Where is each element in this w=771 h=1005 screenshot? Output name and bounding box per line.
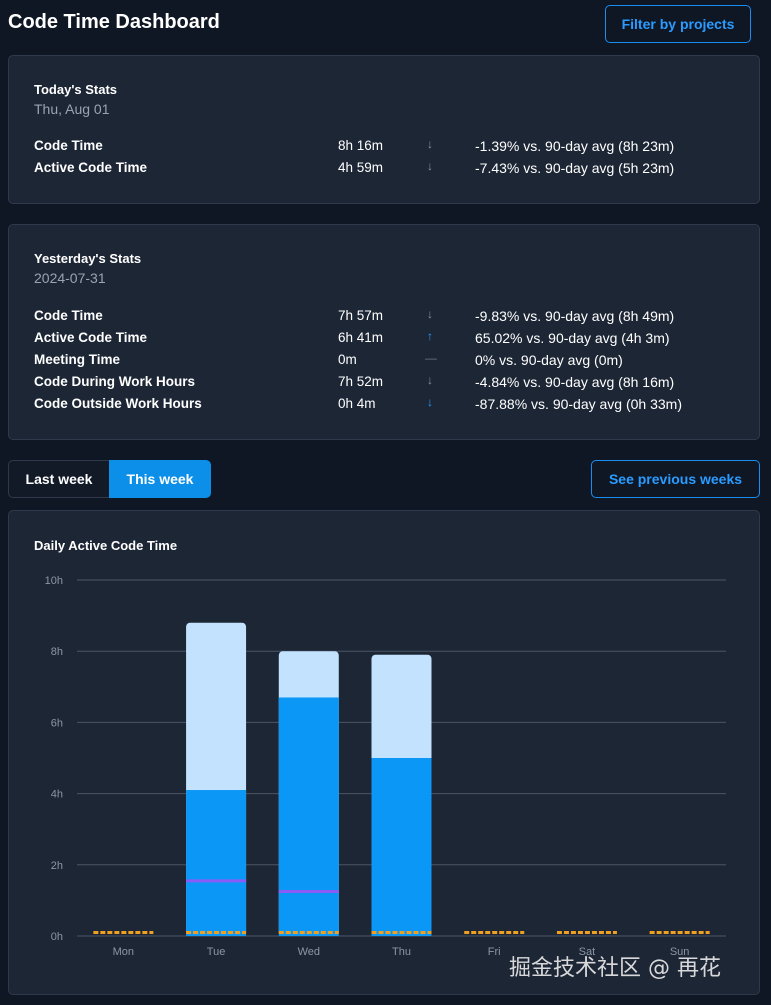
stat-value: 7h 52m: [338, 374, 384, 389]
stat-value: 8h 16m: [338, 138, 384, 153]
dash-icon: —: [425, 351, 437, 365]
arrow-down-icon: ↓: [427, 395, 433, 409]
dashboard-header: Code Time Dashboard: [8, 0, 763, 48]
x-tick-label: Fri: [488, 946, 501, 958]
stat-value: 0m: [338, 352, 357, 367]
daily-active-code-time-chart: 0h 2h 4h 6h 8h 10h Mon Tue Wed Thu Fri Sat Sun: [45, 575, 726, 958]
stat-label: Code During Work Hours: [34, 374, 196, 389]
arrow-down-icon: ↓: [427, 159, 433, 173]
x-tick-label: Wed: [298, 946, 320, 958]
stat-comparison: -7.43% vs. 90-day avg (5h 23m): [475, 160, 675, 176]
stat-value: 7h 57m: [338, 308, 384, 323]
chart-title: Daily Active Code Time: [34, 538, 178, 553]
week-toggle: Last week This week: [8, 460, 211, 498]
watermark-text: 掘金技术社区 @ 再花: [509, 956, 721, 981]
stat-row-code-outside-work-hours: Code Outside Work Hours 0h 4m ↓ -87.88% …: [34, 395, 734, 416]
y-tick-label: 8h: [51, 646, 63, 658]
bar-active-code-time: [186, 790, 247, 936]
last-week-button[interactable]: Last week: [8, 460, 109, 498]
yesterdays-stats-heading: Yesterday's Stats: [34, 251, 142, 266]
y-tick-label: 2h: [51, 860, 63, 872]
stat-comparison: 65.02% vs. 90-day avg (4h 3m): [475, 330, 670, 346]
stat-row-code-during-work-hours: Code During Work Hours 7h 52m ↓ -4.84% v…: [34, 373, 734, 394]
stat-row-active-code-time: Active Code Time 4h 59m ↓ -7.43% vs. 90-…: [34, 159, 734, 180]
x-tick-label: Mon: [113, 946, 134, 958]
stat-comparison: -1.39% vs. 90-day avg (8h 23m): [475, 138, 675, 154]
stat-comparison: -87.88% vs. 90-day avg (0h 33m): [475, 396, 682, 412]
arrow-up-icon: ↑: [427, 329, 433, 343]
todays-stats-date: Thu, Aug 01: [34, 101, 110, 117]
y-tick-label: 0h: [51, 931, 63, 943]
arrow-down-icon: ↓: [427, 373, 433, 387]
todays-stats-card: Today's Stats Thu, Aug 01 Code Time 8h 1…: [8, 55, 760, 204]
arrow-down-icon: ↓: [427, 307, 433, 321]
x-tick-label: Sat: [579, 946, 596, 958]
stat-label: Active Code Time: [34, 330, 148, 345]
y-tick-label: 6h: [51, 717, 63, 729]
yesterdays-stats-card: Yesterday's Stats 2024-07-31 Code Time 7…: [8, 224, 760, 440]
daily-active-code-time-card: Daily Active Code Time 0h 2h 4h 6h 8h 10h Mon T…: [8, 510, 760, 995]
todays-stats-heading: Today's Stats: [34, 82, 118, 97]
x-tick-label: Thu: [392, 946, 411, 958]
stat-label: Code Outside Work Hours: [34, 396, 202, 411]
stat-label: Active Code Time: [34, 160, 148, 175]
stat-label: Meeting Time: [34, 352, 121, 367]
bar-active-code-time: [371, 758, 432, 936]
stat-value: 0h 4m: [338, 396, 376, 411]
x-tick-label: Sun: [670, 946, 690, 958]
y-tick-label: 4h: [51, 789, 63, 801]
x-tick-label: Tue: [207, 946, 226, 958]
arrow-down-icon: ↓: [427, 137, 433, 151]
stat-value: 6h 41m: [338, 330, 384, 345]
stat-row-code-time: Code Time 8h 16m ↓ -1.39% vs. 90-day avg…: [34, 137, 734, 158]
stat-comparison: -9.83% vs. 90-day avg (8h 49m): [475, 308, 675, 324]
stat-row-active-code-time: Active Code Time 6h 41m ↑ 65.02% vs. 90-…: [34, 329, 734, 350]
stat-comparison: 0% vs. 90-day avg (0m): [475, 352, 623, 368]
this-week-button[interactable]: This week: [109, 460, 211, 498]
page-title: Code Time Dashboard: [8, 11, 220, 33]
stat-value: 4h 59m: [338, 160, 384, 175]
bar-active-code-time: [278, 697, 339, 936]
y-tick-label: 10h: [45, 575, 63, 587]
stat-row-meeting-time: Meeting Time 0m — 0% vs. 90-day avg (0m): [34, 351, 734, 372]
stat-comparison: -4.84% vs. 90-day avg (8h 16m): [475, 374, 675, 390]
stat-row-code-time: Code Time 7h 57m ↓ -9.83% vs. 90-day avg…: [34, 307, 734, 328]
stat-label: Code Time: [34, 308, 103, 323]
yesterdays-stats-date: 2024-07-31: [34, 270, 106, 286]
stat-label: Code Time: [34, 138, 103, 153]
see-previous-weeks-button[interactable]: See previous weeks: [591, 460, 760, 498]
filter-by-projects-button[interactable]: Filter by projects: [605, 5, 751, 43]
